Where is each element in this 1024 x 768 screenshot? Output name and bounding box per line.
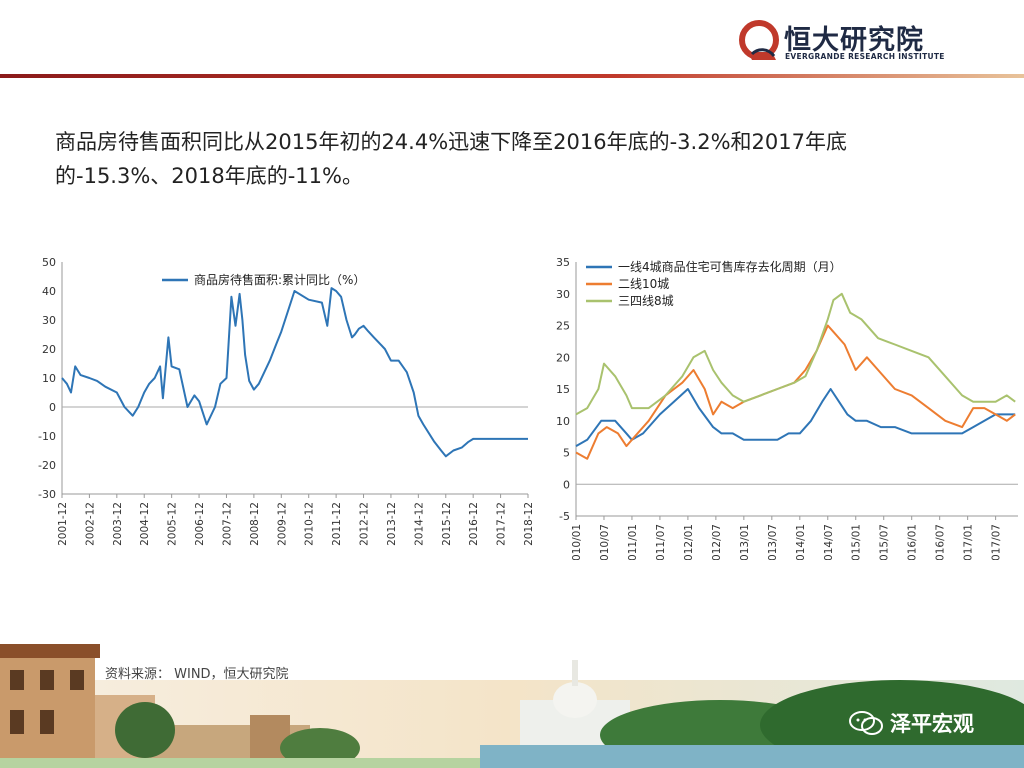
y-tick-label: 10 (556, 415, 570, 428)
evergrande-logo-icon (739, 20, 779, 60)
series-line (575, 388, 1016, 447)
wechat-icon (849, 711, 883, 735)
x-tick-label: 2012/01 (683, 524, 695, 560)
page-title: 商品房待售面积同比从2015年初的24.4%迅速下降至2016年底的-3.2%和… (55, 130, 847, 188)
y-tick-label: -10 (38, 430, 56, 443)
y-tick-label: 30 (556, 288, 570, 301)
y-tick-label: 35 (556, 256, 570, 269)
x-tick-label: 2014/01 (795, 524, 807, 560)
x-tick-label: 2017-12 (496, 502, 508, 546)
x-tick-label: 2011-12 (331, 502, 343, 546)
watermark: 泽平宏观 (848, 708, 1008, 738)
x-tick-label: 2012-12 (359, 502, 371, 546)
x-tick-label: 2007-12 (221, 502, 233, 546)
x-tick-label: 2017/01 (963, 524, 975, 560)
source-note: 资料来源： WIND，恒大研究院 (105, 667, 289, 682)
y-tick-label: 40 (42, 285, 56, 298)
legend-label: 一线4城商品住宅可售库存去化周期（月） (618, 259, 842, 274)
footer-scenery-image (0, 644, 1024, 768)
y-tick-label: 30 (42, 314, 56, 327)
header-divider (0, 74, 1024, 78)
y-tick-label: 50 (42, 256, 56, 269)
x-tick-label: 2016/01 (907, 524, 919, 560)
watermark-text: 泽平宏观 (890, 712, 974, 736)
y-tick-label: 0 (563, 478, 570, 491)
x-tick-label: 2006-12 (194, 502, 206, 546)
x-tick-label: 2016/07 (935, 524, 947, 560)
y-tick-label: 20 (42, 343, 56, 356)
header-band (0, 0, 1024, 78)
x-tick-label: 2010/07 (599, 524, 611, 560)
x-tick-label: 2011/07 (655, 524, 667, 560)
x-tick-label: 2012/07 (711, 524, 723, 560)
x-tick-label: 2003-12 (112, 502, 124, 546)
x-tick-label: 2013/01 (739, 524, 751, 560)
x-tick-label: 2010-12 (304, 502, 316, 546)
x-tick-label: 2001-12 (57, 502, 69, 546)
x-tick-label: 2015/07 (879, 524, 891, 560)
x-tick-label: 2005-12 (167, 502, 179, 546)
legend-label: 商品房待售面积:累计同比（%） (194, 272, 365, 287)
x-tick-label: 2002-12 (84, 502, 96, 546)
x-tick-label: 2018-12 (523, 502, 535, 546)
x-tick-label: 2014/07 (823, 524, 835, 560)
x-tick-label: 2010/01 (571, 524, 583, 560)
chart-inventory-yoy: -30 -20 -10 0 10 20 30 40 50 2001-12 2002-12 2003-1… (38, 256, 535, 546)
x-tick-label: 2009-12 (276, 502, 288, 546)
y-tick-label: -5 (559, 510, 570, 523)
series-line (61, 287, 528, 458)
x-tick-label: 2013/07 (767, 524, 779, 560)
x-tick-label: 2004-12 (139, 502, 151, 546)
x-tick-label: 2013-12 (386, 502, 398, 546)
x-tick-label: 2016-12 (468, 502, 480, 546)
series-line (575, 324, 1016, 460)
chart-destocking-cycle: -5 0 5 10 15 20 25 30 35 2010/01 2010/07 2011/01 201… (556, 256, 1018, 560)
y-tick-label: 25 (556, 320, 570, 333)
x-tick-label: 2015/01 (851, 524, 863, 560)
x-tick-label: 2015-12 (441, 502, 453, 546)
series-line (575, 292, 1016, 416)
x-tick-label: 2011/01 (627, 524, 639, 560)
logo-en-text: EVERGRANDE RESEARCH INSTITUTE (785, 52, 945, 61)
y-tick-label: 0 (49, 401, 56, 414)
y-tick-label: -30 (38, 488, 56, 501)
legend-label: 二线10城 (618, 277, 669, 291)
logo: 恒大研究院 EVERGRANDE RESEARCH INSTITUTE (738, 16, 944, 66)
x-tick-label: 2008-12 (249, 502, 261, 546)
logo-cn-text: 恒大研究院 (784, 25, 924, 56)
y-tick-label: 10 (42, 372, 56, 385)
x-tick-label: 2017/07 (991, 524, 1003, 560)
y-tick-label: 5 (563, 447, 570, 460)
x-tick-label: 2014-12 (413, 502, 425, 546)
y-tick-label: -20 (38, 459, 56, 472)
y-tick-label: 15 (556, 383, 570, 396)
y-tick-label: 20 (556, 351, 570, 364)
legend-label: 三四线8城 (618, 294, 674, 308)
